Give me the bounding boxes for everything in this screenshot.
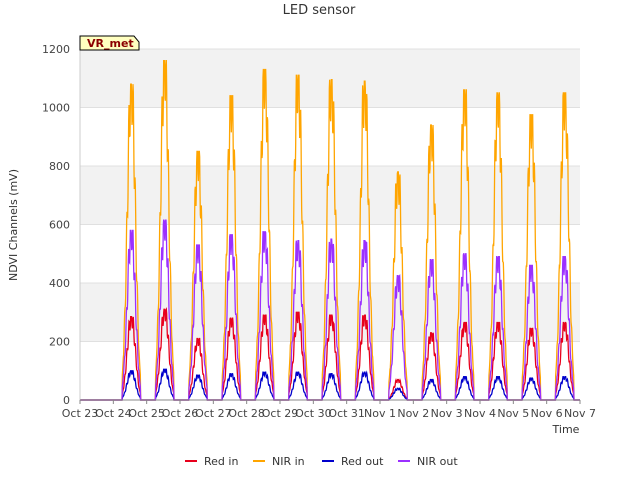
- chart-title: LED sensor: [283, 3, 356, 18]
- vr-met-badge: VR_met: [79, 35, 140, 51]
- x-tick-label: Nov 2: [397, 407, 429, 420]
- badge-text: VR_met: [87, 37, 134, 50]
- legend-label: Red in: [204, 455, 238, 468]
- x-tick-label: Oct 29: [262, 407, 299, 420]
- x-tick-label: Nov 5: [497, 407, 529, 420]
- grid-band: [80, 166, 580, 225]
- x-tick-label: Nov 7: [564, 407, 596, 420]
- x-tick-label: Nov 4: [464, 407, 496, 420]
- x-tick-label: Nov 1: [364, 407, 396, 420]
- legend: Red in NIR in Red out NIR out: [185, 455, 458, 468]
- x-tick-label: Oct 30: [295, 407, 332, 420]
- x-tick-label: Nov 6: [531, 407, 563, 420]
- y-tick-label: 600: [49, 219, 70, 232]
- y-axis: 0 200 400 600 800 1000 1200: [42, 43, 81, 407]
- y-tick-label: 0: [63, 394, 70, 407]
- x-tick-label: Oct 24: [95, 407, 132, 420]
- x-tick-label: Oct 31: [328, 407, 365, 420]
- legend-label: NIR in: [272, 455, 305, 468]
- series-line: [80, 219, 580, 401]
- y-tick-label: 800: [49, 160, 70, 173]
- x-axis-label: Time: [552, 423, 580, 436]
- y-tick-label: 400: [49, 277, 70, 290]
- legend-label: NIR out: [417, 455, 458, 468]
- series-line: [80, 307, 580, 401]
- badge-box: [79, 35, 140, 51]
- y-axis-label: NDVI Channels (mV): [7, 169, 20, 281]
- series-line: [80, 60, 580, 401]
- y-tick-label: 200: [49, 336, 70, 349]
- y-tick-label: 1000: [42, 102, 70, 115]
- y-tick-label: 1200: [42, 43, 70, 56]
- x-tick-label: Oct 26: [162, 407, 199, 420]
- legend-label: Red out: [341, 455, 384, 468]
- x-tick-label: Oct 25: [128, 407, 165, 420]
- x-tick-label: Oct 27: [195, 407, 232, 420]
- x-tick-label: Oct 28: [228, 407, 265, 420]
- x-tick-label: Oct 23: [62, 407, 99, 420]
- series-line: [80, 368, 580, 401]
- series-lines: [80, 60, 580, 401]
- grid-bands: [80, 48, 580, 401]
- x-tick-label: Nov 3: [431, 407, 463, 420]
